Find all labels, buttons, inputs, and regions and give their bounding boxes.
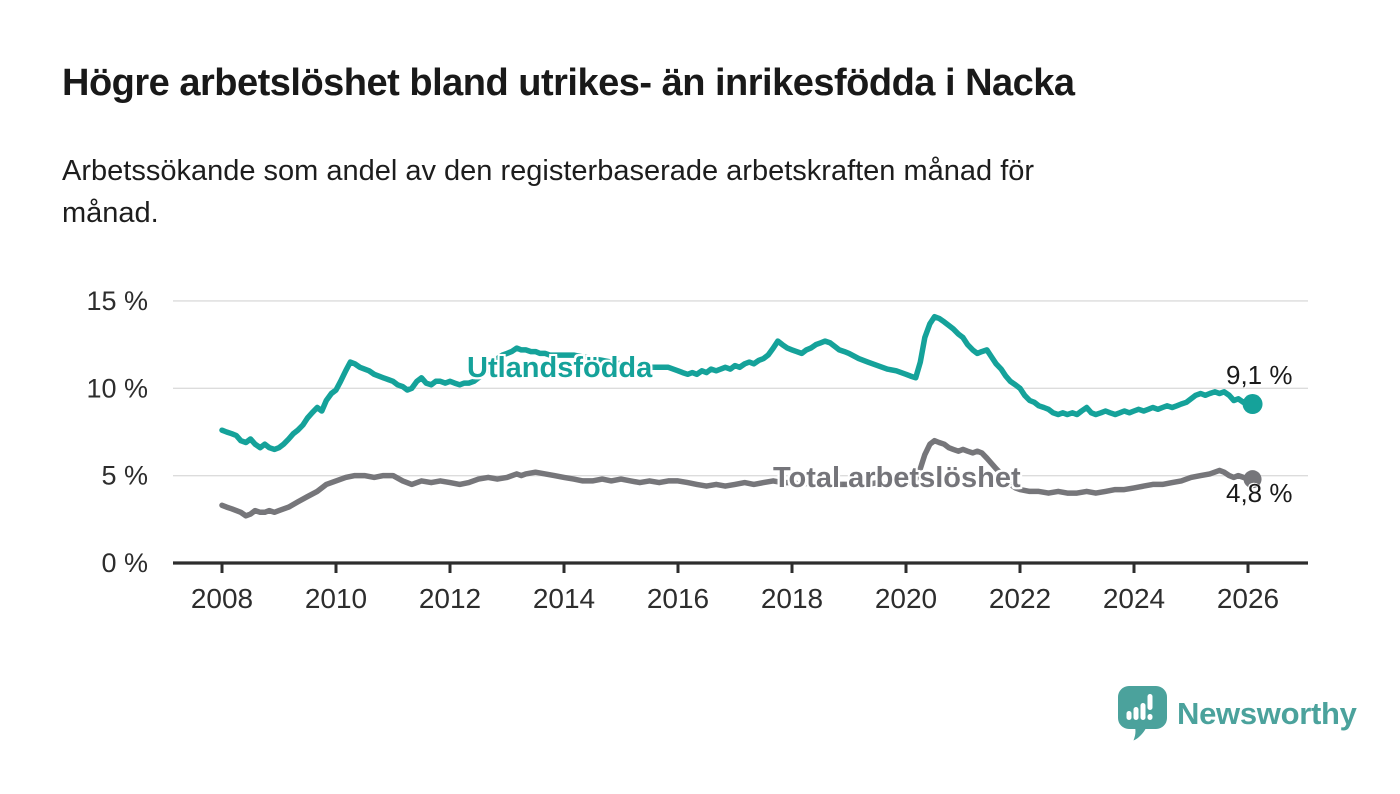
- page-title: Högre arbetslöshet bland utrikes- än inr…: [62, 62, 1075, 104]
- x-tick-label: 2022: [989, 583, 1051, 614]
- subtitle-line-1: Arbetssökande som andel av den registerb…: [62, 155, 1035, 187]
- x-tick-label: 2026: [1217, 583, 1279, 614]
- y-tick-label: 5 %: [101, 461, 148, 491]
- x-tick-label: 2014: [533, 583, 595, 614]
- series-line: [219, 313, 1256, 453]
- x-tick-label: 2010: [305, 583, 367, 614]
- x-tick-label: 2018: [761, 583, 823, 614]
- newsworthy-wordmark: Newsworthy: [1177, 695, 1357, 731]
- series-end-dot: [1243, 470, 1262, 489]
- series-label-utlandsfodda: Utlandsfödda: [467, 352, 653, 384]
- y-tick-label: 0 %: [101, 548, 148, 578]
- end-value-label-total: 4,8 %: [1226, 478, 1293, 508]
- series-line: [219, 437, 1256, 519]
- series-end-dot: [1242, 394, 1263, 415]
- x-tick-label: 2024: [1103, 583, 1165, 614]
- x-tick-label: 2020: [875, 583, 937, 614]
- y-tick-label: 10 %: [86, 373, 148, 403]
- x-tick-label: 2016: [647, 583, 709, 614]
- y-tick-label: 15 %: [86, 286, 148, 316]
- end-value-label-utlandsfodda: 9,1 %: [1226, 360, 1293, 390]
- x-tick-label: 2012: [419, 583, 481, 614]
- newsworthy-logo: Newsworthy: [1118, 686, 1357, 741]
- newsworthy-bubble-icon: [1118, 686, 1167, 741]
- chart-subtitle: Arbetssökande som andel av den registerb…: [62, 150, 1282, 234]
- subtitle-line-2: månad.: [62, 197, 159, 229]
- series-label-total-arbetsloshet: Total arbetslöshet: [773, 462, 1021, 494]
- x-tick-label: 2008: [191, 583, 253, 614]
